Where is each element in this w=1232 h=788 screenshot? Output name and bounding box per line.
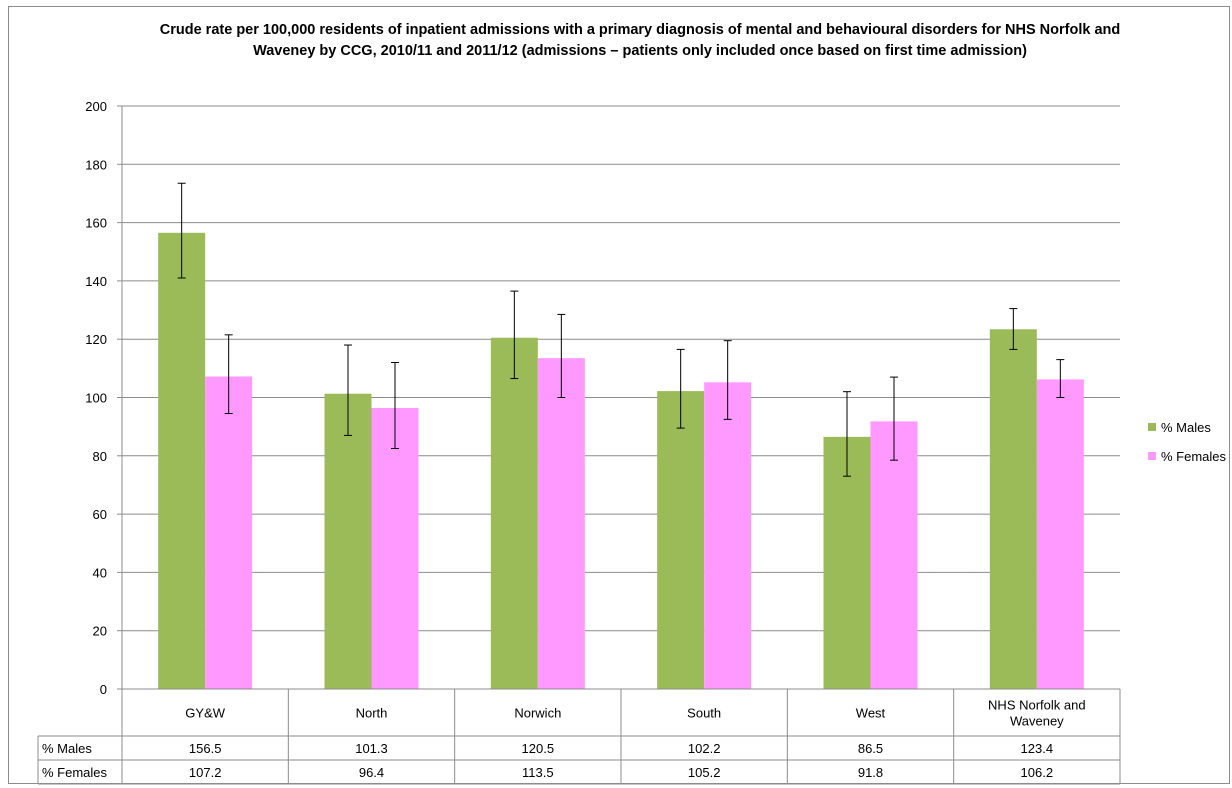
- legend-swatch-females: [1148, 452, 1156, 460]
- data-table-cell: 113.5: [522, 765, 554, 780]
- chart-title: Crude rate per 100,000 residents of inpa…: [159, 22, 1121, 59]
- y-tick-label: 100: [85, 391, 107, 406]
- data-table-cell: 120.5: [522, 741, 555, 756]
- y-tick-label: 40: [93, 565, 107, 580]
- table-row-label: % Males: [42, 741, 92, 756]
- y-tick-label: 180: [85, 157, 107, 172]
- data-table-cell: 156.5: [189, 741, 222, 756]
- y-tick-label: 60: [93, 507, 107, 522]
- x-category-label: West: [856, 706, 886, 721]
- bar-females: [1036, 379, 1084, 689]
- bar-males: [823, 436, 871, 689]
- y-tick-label: 0: [100, 682, 107, 697]
- bar-females: [537, 358, 585, 689]
- y-tick-label: 20: [93, 624, 107, 639]
- x-category-label: South: [687, 706, 721, 721]
- data-table-cell: 106.2: [1021, 765, 1054, 780]
- x-category-label: Norwich: [514, 706, 561, 721]
- bar-males: [989, 329, 1037, 689]
- x-category-label: GY&W: [185, 706, 225, 721]
- data-table-cell: 101.3: [355, 741, 388, 756]
- data-table-cell: 123.4: [1021, 741, 1054, 756]
- bar-females: [205, 376, 253, 689]
- y-tick-label: 160: [85, 216, 107, 231]
- legend-swatch-males: [1148, 423, 1156, 431]
- data-table-cell: 102.2: [688, 741, 721, 756]
- bar-males: [657, 391, 705, 689]
- y-tick-label: 200: [85, 99, 107, 114]
- x-category-label: North: [356, 706, 388, 721]
- table-row-label: % Females: [42, 765, 108, 780]
- bar-males: [324, 393, 372, 689]
- data-table-cell: 107.2: [189, 765, 222, 780]
- y-tick-label: 120: [85, 332, 107, 347]
- legend-label: % Females: [1161, 449, 1227, 464]
- y-tick-label: 140: [85, 274, 107, 289]
- bar-females: [704, 382, 752, 689]
- data-table-cell: 96.4: [359, 765, 384, 780]
- bar-males: [490, 337, 538, 689]
- bar-females: [870, 421, 918, 689]
- bar-males: [158, 232, 206, 690]
- bar-females: [371, 407, 419, 689]
- legend-label: % Males: [1161, 420, 1211, 435]
- x-category-label: NHS Norfolk and Waveney: [988, 698, 1086, 729]
- data-table-cell: 91.8: [858, 765, 883, 780]
- data-table-cell: 86.5: [858, 741, 883, 756]
- data-table-cell: 105.2: [688, 765, 721, 780]
- y-tick-label: 80: [93, 449, 107, 464]
